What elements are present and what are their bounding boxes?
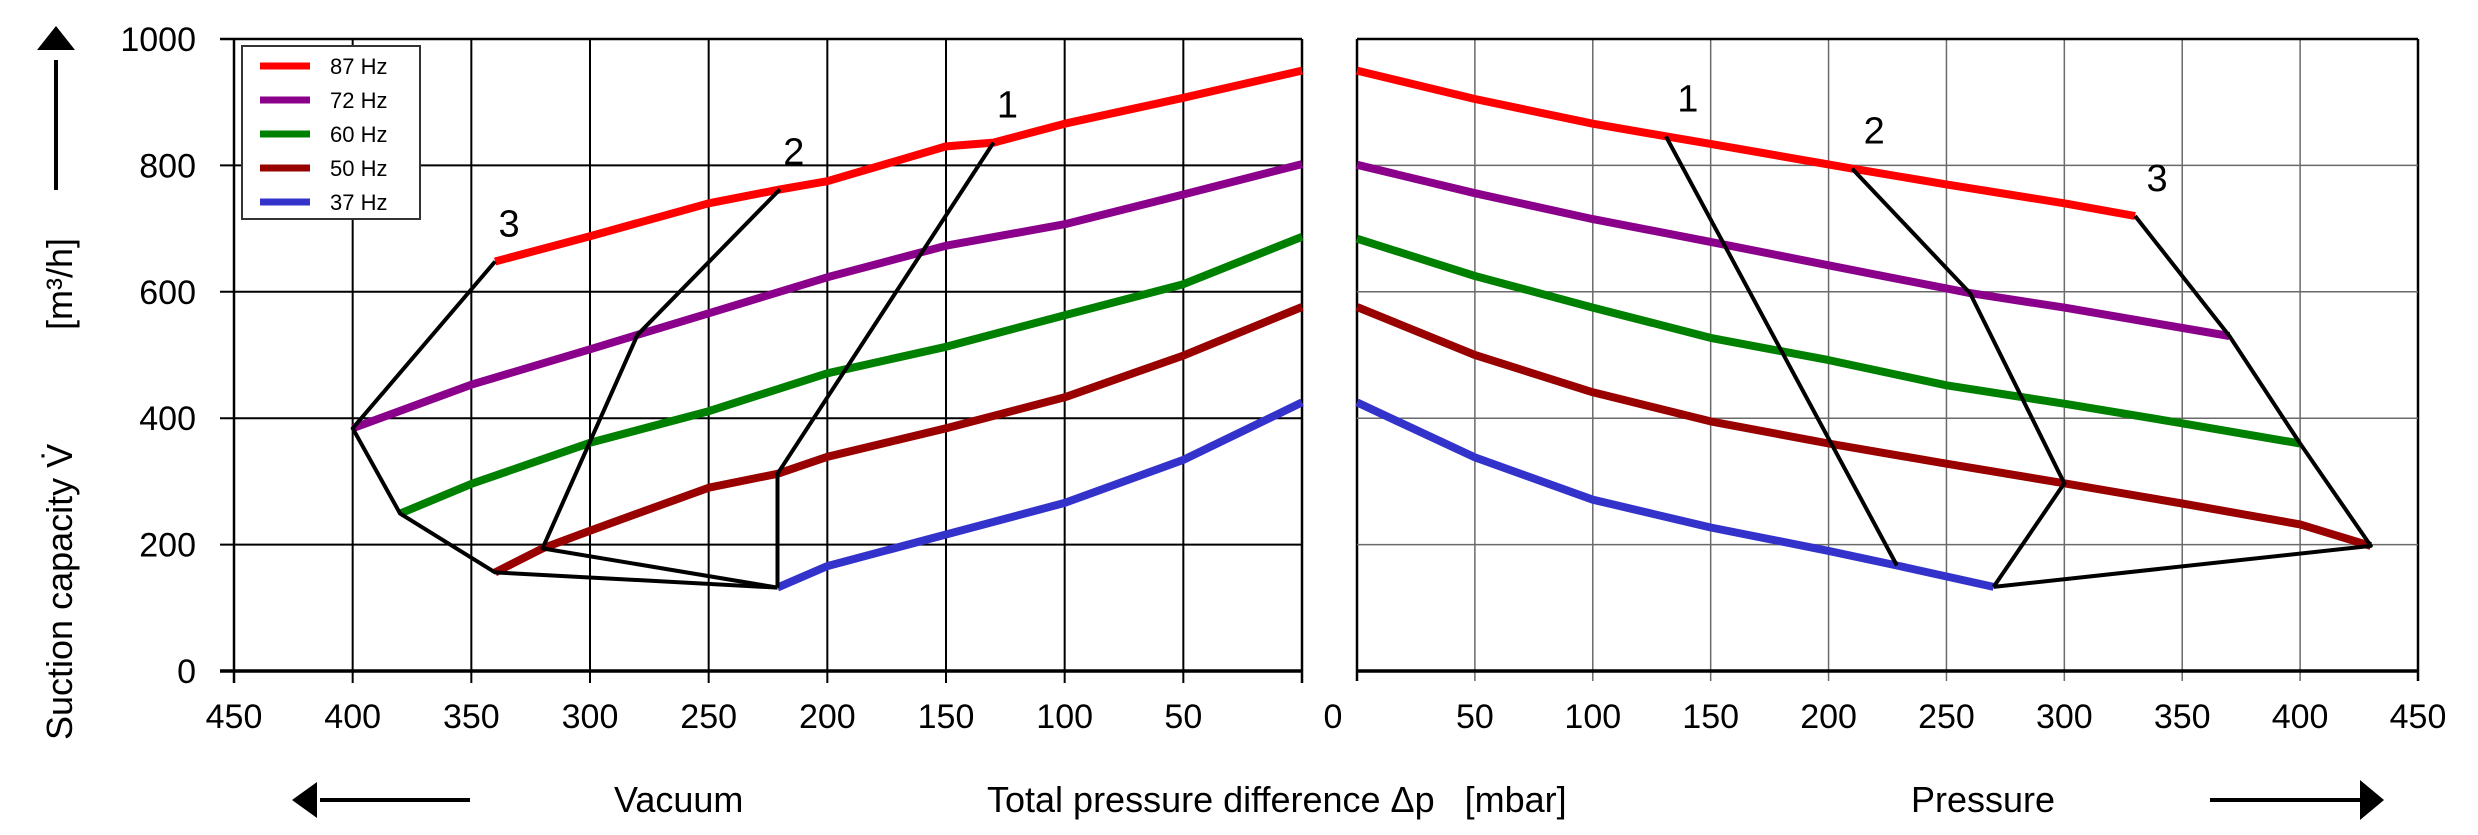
legend-label: 50 Hz — [330, 156, 387, 181]
series-line-37hz — [775, 398, 1304, 592]
x-tick-label: 100 — [1036, 698, 1093, 736]
series — [351, 66, 2372, 592]
pressure-arrow-right-icon — [2360, 780, 2384, 820]
vacuum-arrow-left-icon — [292, 782, 317, 818]
x-tick-label: 450 — [206, 698, 263, 736]
x-tick-label: 400 — [2272, 698, 2329, 736]
y-axis-label: Suction capacity V̇ — [39, 444, 80, 740]
x-tick-label: 50 — [1456, 698, 1494, 736]
boundary-label-3: 3 — [498, 203, 519, 245]
y-axis-title: Suction capacity V̇ [m³/h] — [37, 26, 80, 740]
y-tick-label: 400 — [139, 400, 196, 438]
grid — [220, 37, 2420, 683]
boundary-line-2 — [540, 188, 782, 590]
boundary-lines — [350, 135, 2373, 590]
series-line-72hz — [1356, 160, 2231, 340]
boundary-label-2: 2 — [783, 131, 804, 173]
x-tick-label: 200 — [799, 698, 856, 736]
x-axis-label-vacuum: Vacuum — [614, 779, 743, 820]
boundary-label-1: 1 — [1677, 78, 1698, 120]
x-tick-label: 350 — [443, 698, 500, 736]
x-tick-label: 450 — [2390, 698, 2447, 736]
x-tick-label: 100 — [1564, 698, 1621, 736]
series-line-60hz — [398, 233, 1304, 518]
series-line-72hz — [351, 160, 1303, 433]
y-axis-unit: [m³/h] — [39, 238, 80, 330]
x-axis-label-main: Total pressure difference Δp [mbar] — [987, 779, 1567, 820]
x-tick-label: 250 — [1918, 698, 1975, 736]
x-tick-label: 150 — [918, 698, 975, 736]
y-tick-label: 800 — [139, 147, 196, 185]
boundary-label-3: 3 — [2146, 158, 2167, 200]
y-tick-label: 1000 — [120, 21, 196, 59]
x-tick-label: 50 — [1164, 698, 1202, 736]
legend-label: 37 Hz — [330, 190, 387, 215]
x-tick-label: 200 — [1800, 698, 1857, 736]
boundary-label-1: 1 — [997, 85, 1018, 127]
series-line-50hz — [1355, 303, 2372, 550]
series-line-87hz — [494, 66, 1303, 266]
tick-labels: 450 400 350 300 250 200 150 100 50 00200400600800… — [120, 21, 2446, 736]
series-line-50hz — [493, 303, 1304, 576]
series-line-37hz — [1355, 398, 1995, 591]
x-tick-label: 250 — [680, 698, 737, 736]
y-tick-label: 200 — [139, 527, 196, 565]
boundary-line-1 — [775, 141, 996, 588]
legend-label: 60 Hz — [330, 122, 387, 147]
legend-label: 72 Hz — [330, 88, 387, 113]
legend: 87 Hz 72 Hz 60 Hz 50 Hz 37 Hz — [241, 45, 421, 220]
x-axis-label-pressure: Pressure — [1911, 779, 2055, 820]
legend-label: 87 Hz — [330, 54, 387, 79]
series-line-87hz — [1356, 66, 2136, 220]
series-line-60hz — [1355, 234, 2301, 448]
boundary-line-2 — [1850, 167, 2067, 589]
boundary-line-3 — [1993, 214, 2373, 589]
y-tick-label: 0 — [177, 653, 196, 691]
y-axis-arrow-up-icon — [37, 26, 75, 50]
y-tick-label: 600 — [139, 274, 196, 312]
x-tick-label: 150 — [1682, 698, 1739, 736]
x-tick-label: 0 — [1324, 698, 1343, 736]
x-tick-label: 300 — [2036, 698, 2093, 736]
x-tick-label: 350 — [2154, 698, 2211, 736]
x-tick-label: 300 — [562, 698, 619, 736]
x-axis-title: Vacuum Total pressure difference Δp [mba… — [292, 779, 2384, 820]
x-tick-label: 400 — [324, 698, 381, 736]
boundary-line-3 — [350, 260, 778, 590]
boundary-line-1 — [1664, 135, 1899, 567]
boundary-label-2: 2 — [1864, 111, 1885, 153]
